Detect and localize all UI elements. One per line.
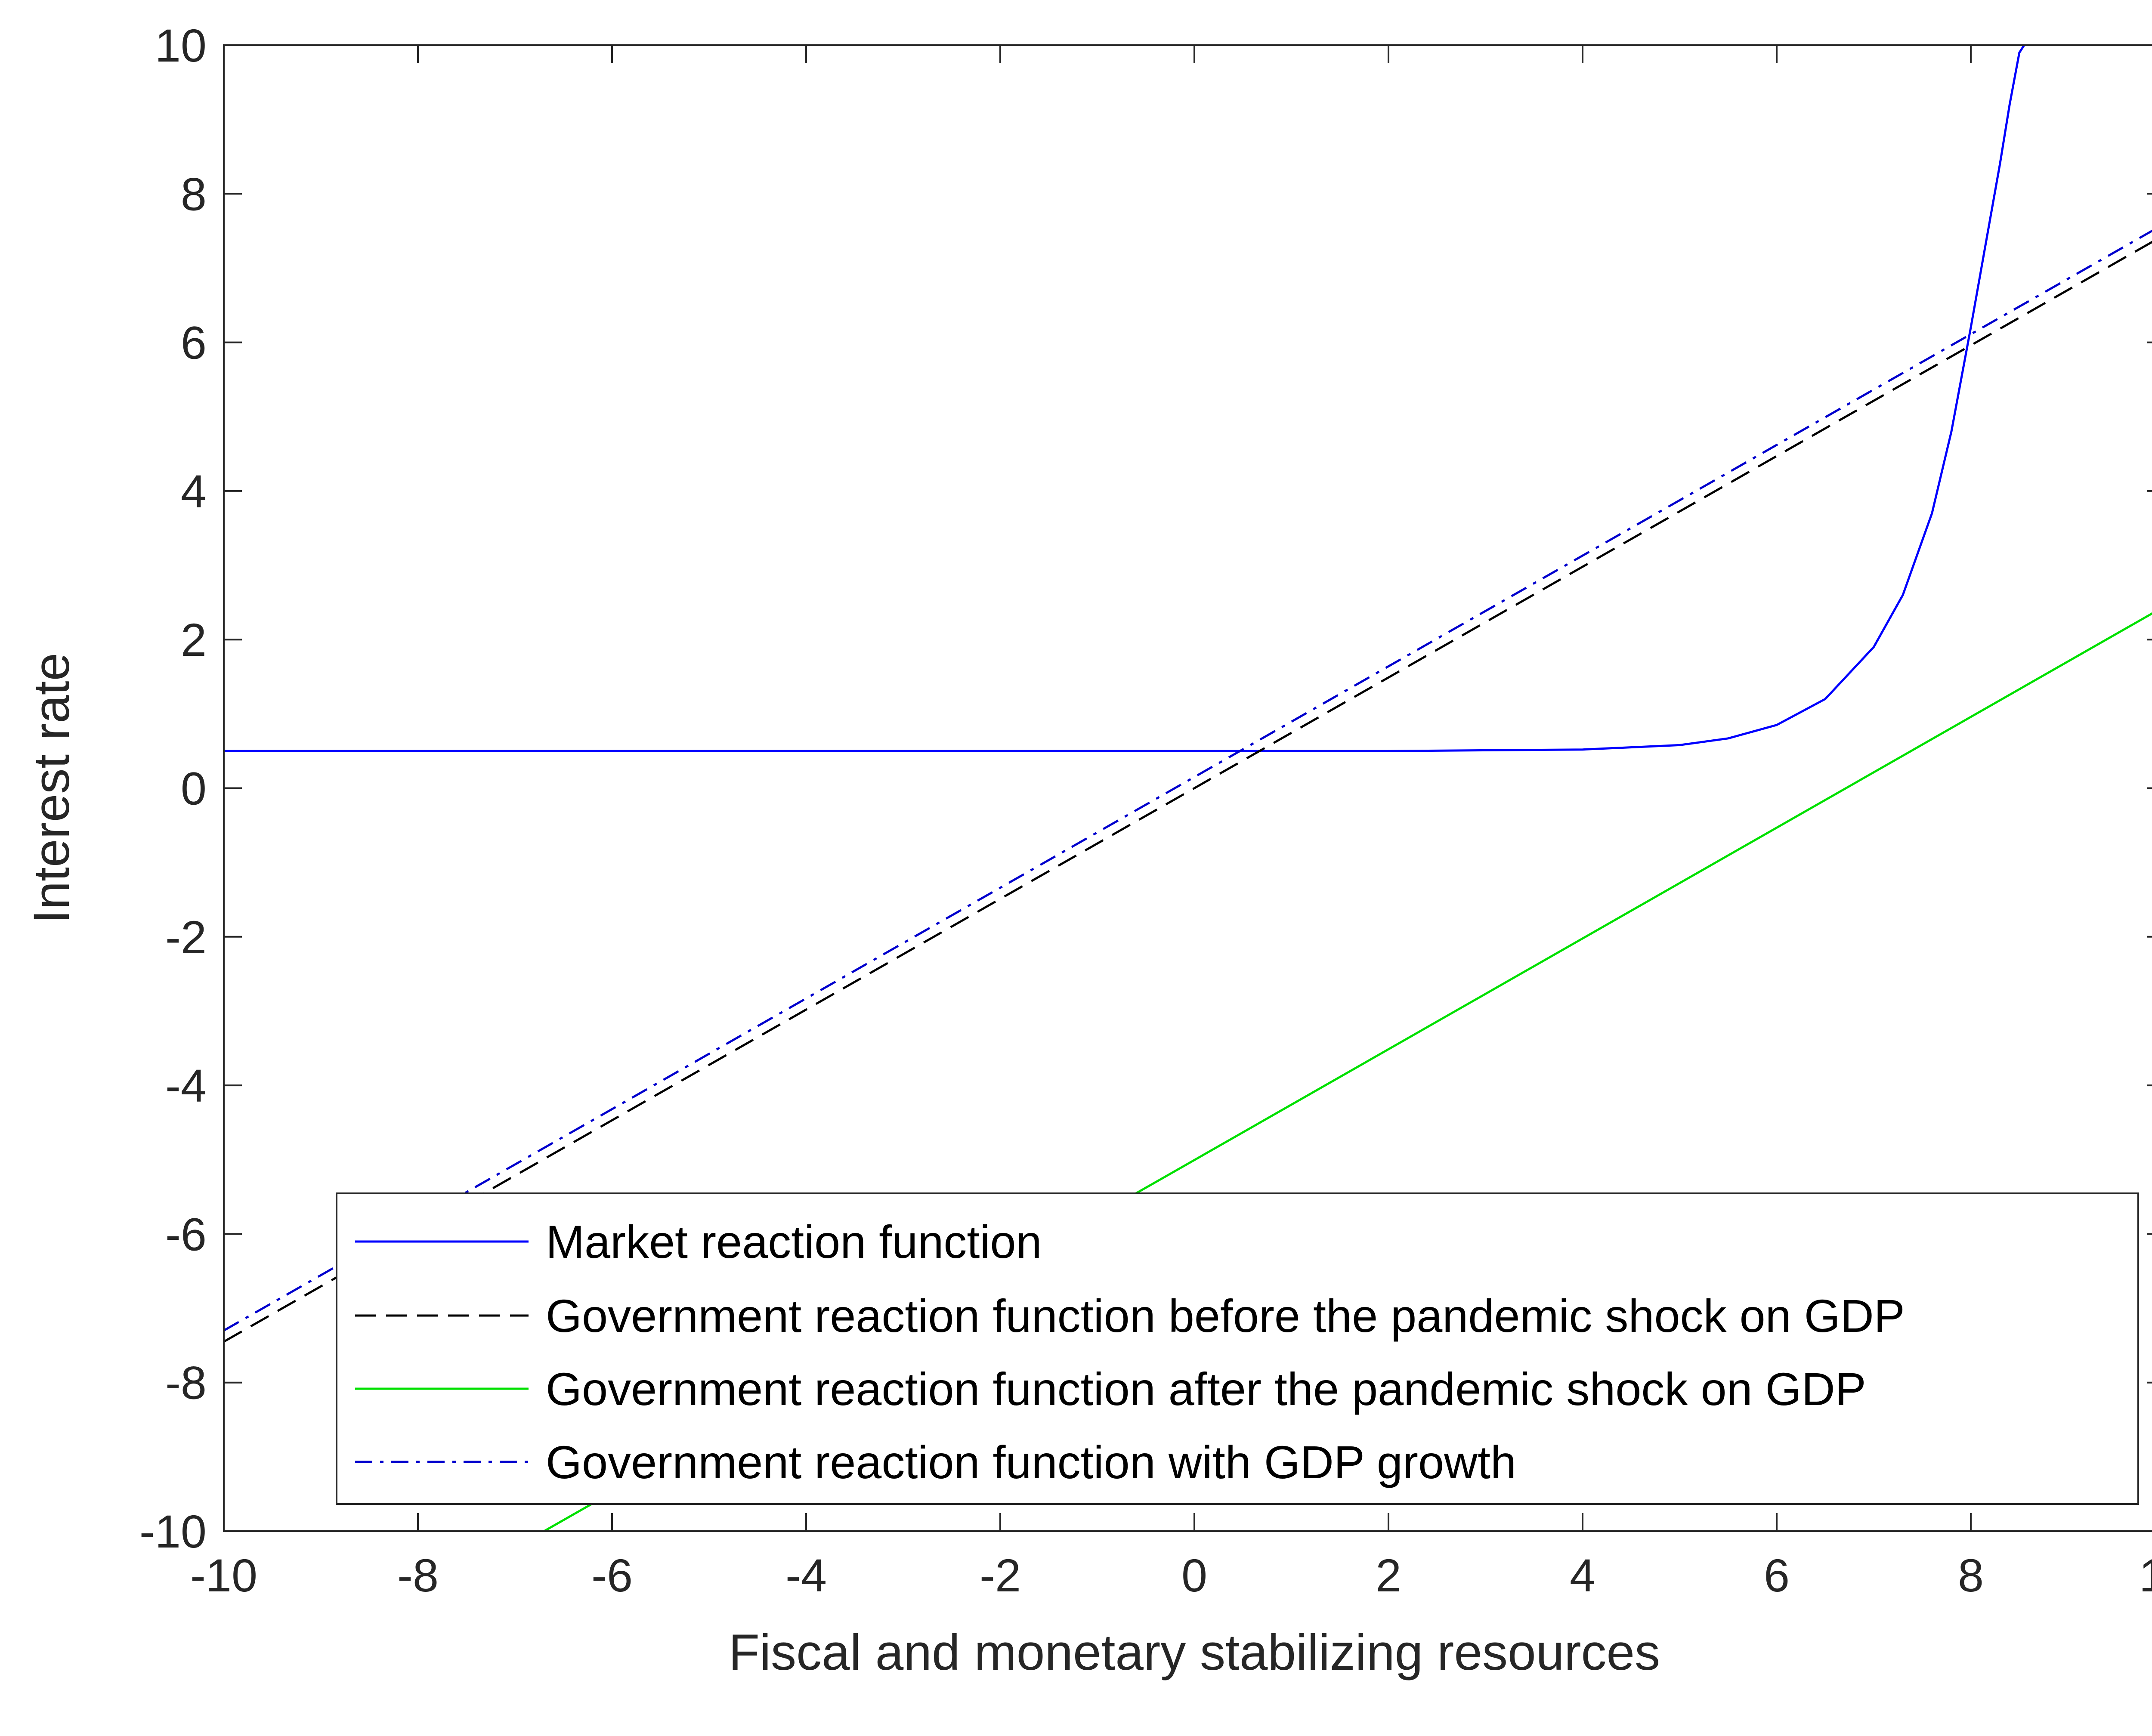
legend-box bbox=[336, 1192, 2139, 1505]
x-tick-label: -8 bbox=[397, 1549, 439, 1601]
x-tick-label: -6 bbox=[591, 1549, 633, 1601]
legend-label-2: Government reaction function before the … bbox=[546, 1290, 1905, 1342]
y-tick-label: 4 bbox=[181, 465, 207, 517]
y-tick-label: -6 bbox=[165, 1208, 207, 1260]
x-tick-label: 10 bbox=[2139, 1549, 2152, 1601]
y-tick-label: 6 bbox=[181, 317, 207, 369]
x-tick-label: 6 bbox=[1764, 1549, 1790, 1601]
y-tick-label: -2 bbox=[165, 911, 207, 963]
series-line-1 bbox=[224, 45, 2025, 752]
x-tick-label: -2 bbox=[980, 1549, 1021, 1601]
legend-label-1: Market reaction function bbox=[546, 1216, 1042, 1268]
x-tick-label: -4 bbox=[785, 1549, 827, 1601]
x-tick-label: 8 bbox=[1958, 1549, 1984, 1601]
x-tick-label: -10 bbox=[190, 1549, 257, 1601]
x-tick-label: 0 bbox=[1181, 1549, 1207, 1601]
legend: Market reaction function Government react… bbox=[336, 1192, 2139, 1505]
x-tick-label: 4 bbox=[1570, 1549, 1595, 1601]
y-tick-label: 0 bbox=[181, 763, 207, 815]
y-tick-label: -10 bbox=[139, 1505, 207, 1557]
legend-label-3: Government reaction function after the p… bbox=[546, 1363, 1866, 1415]
x-tick-label: 2 bbox=[1376, 1549, 1401, 1601]
y-tick-label: 8 bbox=[181, 168, 207, 220]
y-tick-label: 10 bbox=[155, 19, 207, 71]
series-line-4 bbox=[224, 229, 2152, 1331]
y-tick-label: -8 bbox=[165, 1357, 207, 1409]
x-axis-title: Fiscal and monetary stabilizing resource… bbox=[729, 1624, 1660, 1681]
y-tick-label: 2 bbox=[181, 614, 207, 666]
y-tick-label: -4 bbox=[165, 1060, 207, 1112]
axes: -10 -8 -6 -4 -2 0 2 4 6 8 10 -10 -8 -6 -4 -2 0 2 4 6 8 10 Fisc… bbox=[23, 19, 2152, 1681]
series-line-2 bbox=[224, 241, 2152, 1343]
legend-label-4: Government reaction function with GDP gr… bbox=[546, 1436, 1516, 1488]
y-axis-title: Interest rate bbox=[23, 653, 80, 924]
